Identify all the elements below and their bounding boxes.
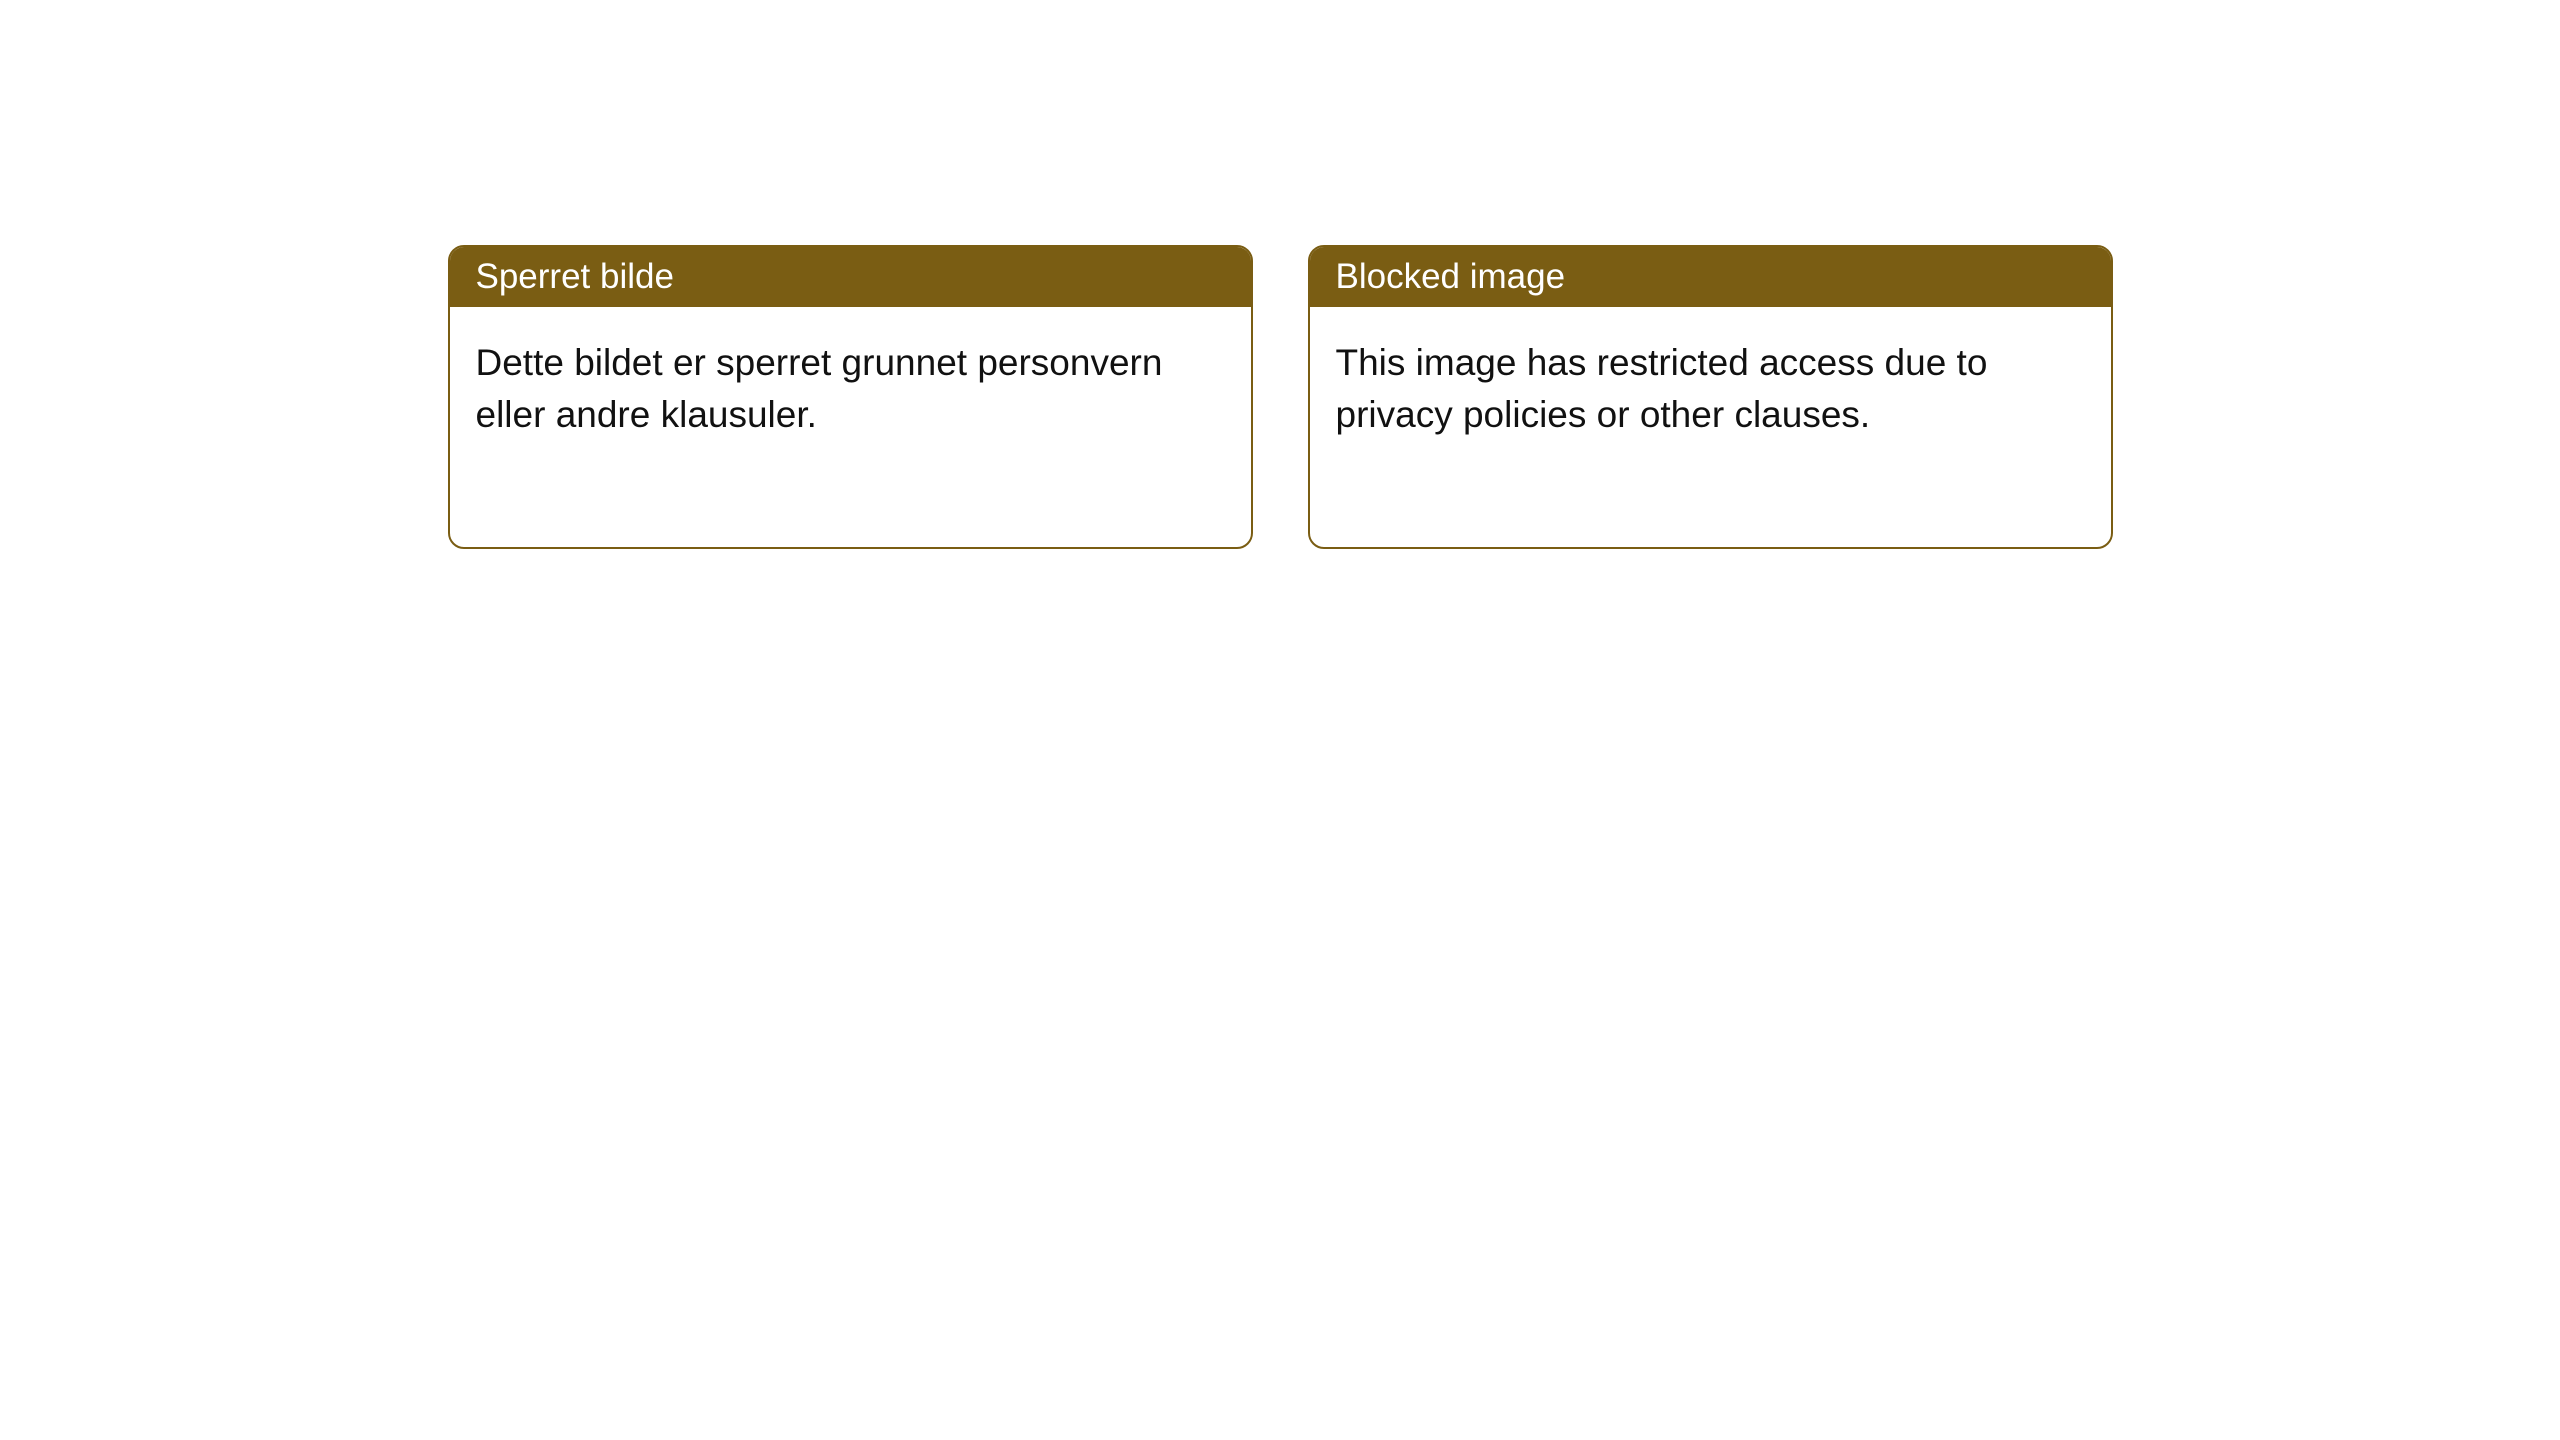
card-body-english: This image has restricted access due to … [1310,307,2111,547]
blocked-image-card-english: Blocked image This image has restricted … [1308,245,2113,549]
blocked-image-cards: Sperret bilde Dette bildet er sperret gr… [448,245,2113,549]
blocked-image-card-norwegian: Sperret bilde Dette bildet er sperret gr… [448,245,1253,549]
card-title-english: Blocked image [1310,247,2111,307]
card-title-norwegian: Sperret bilde [450,247,1251,307]
card-body-norwegian: Dette bildet er sperret grunnet personve… [450,307,1251,547]
